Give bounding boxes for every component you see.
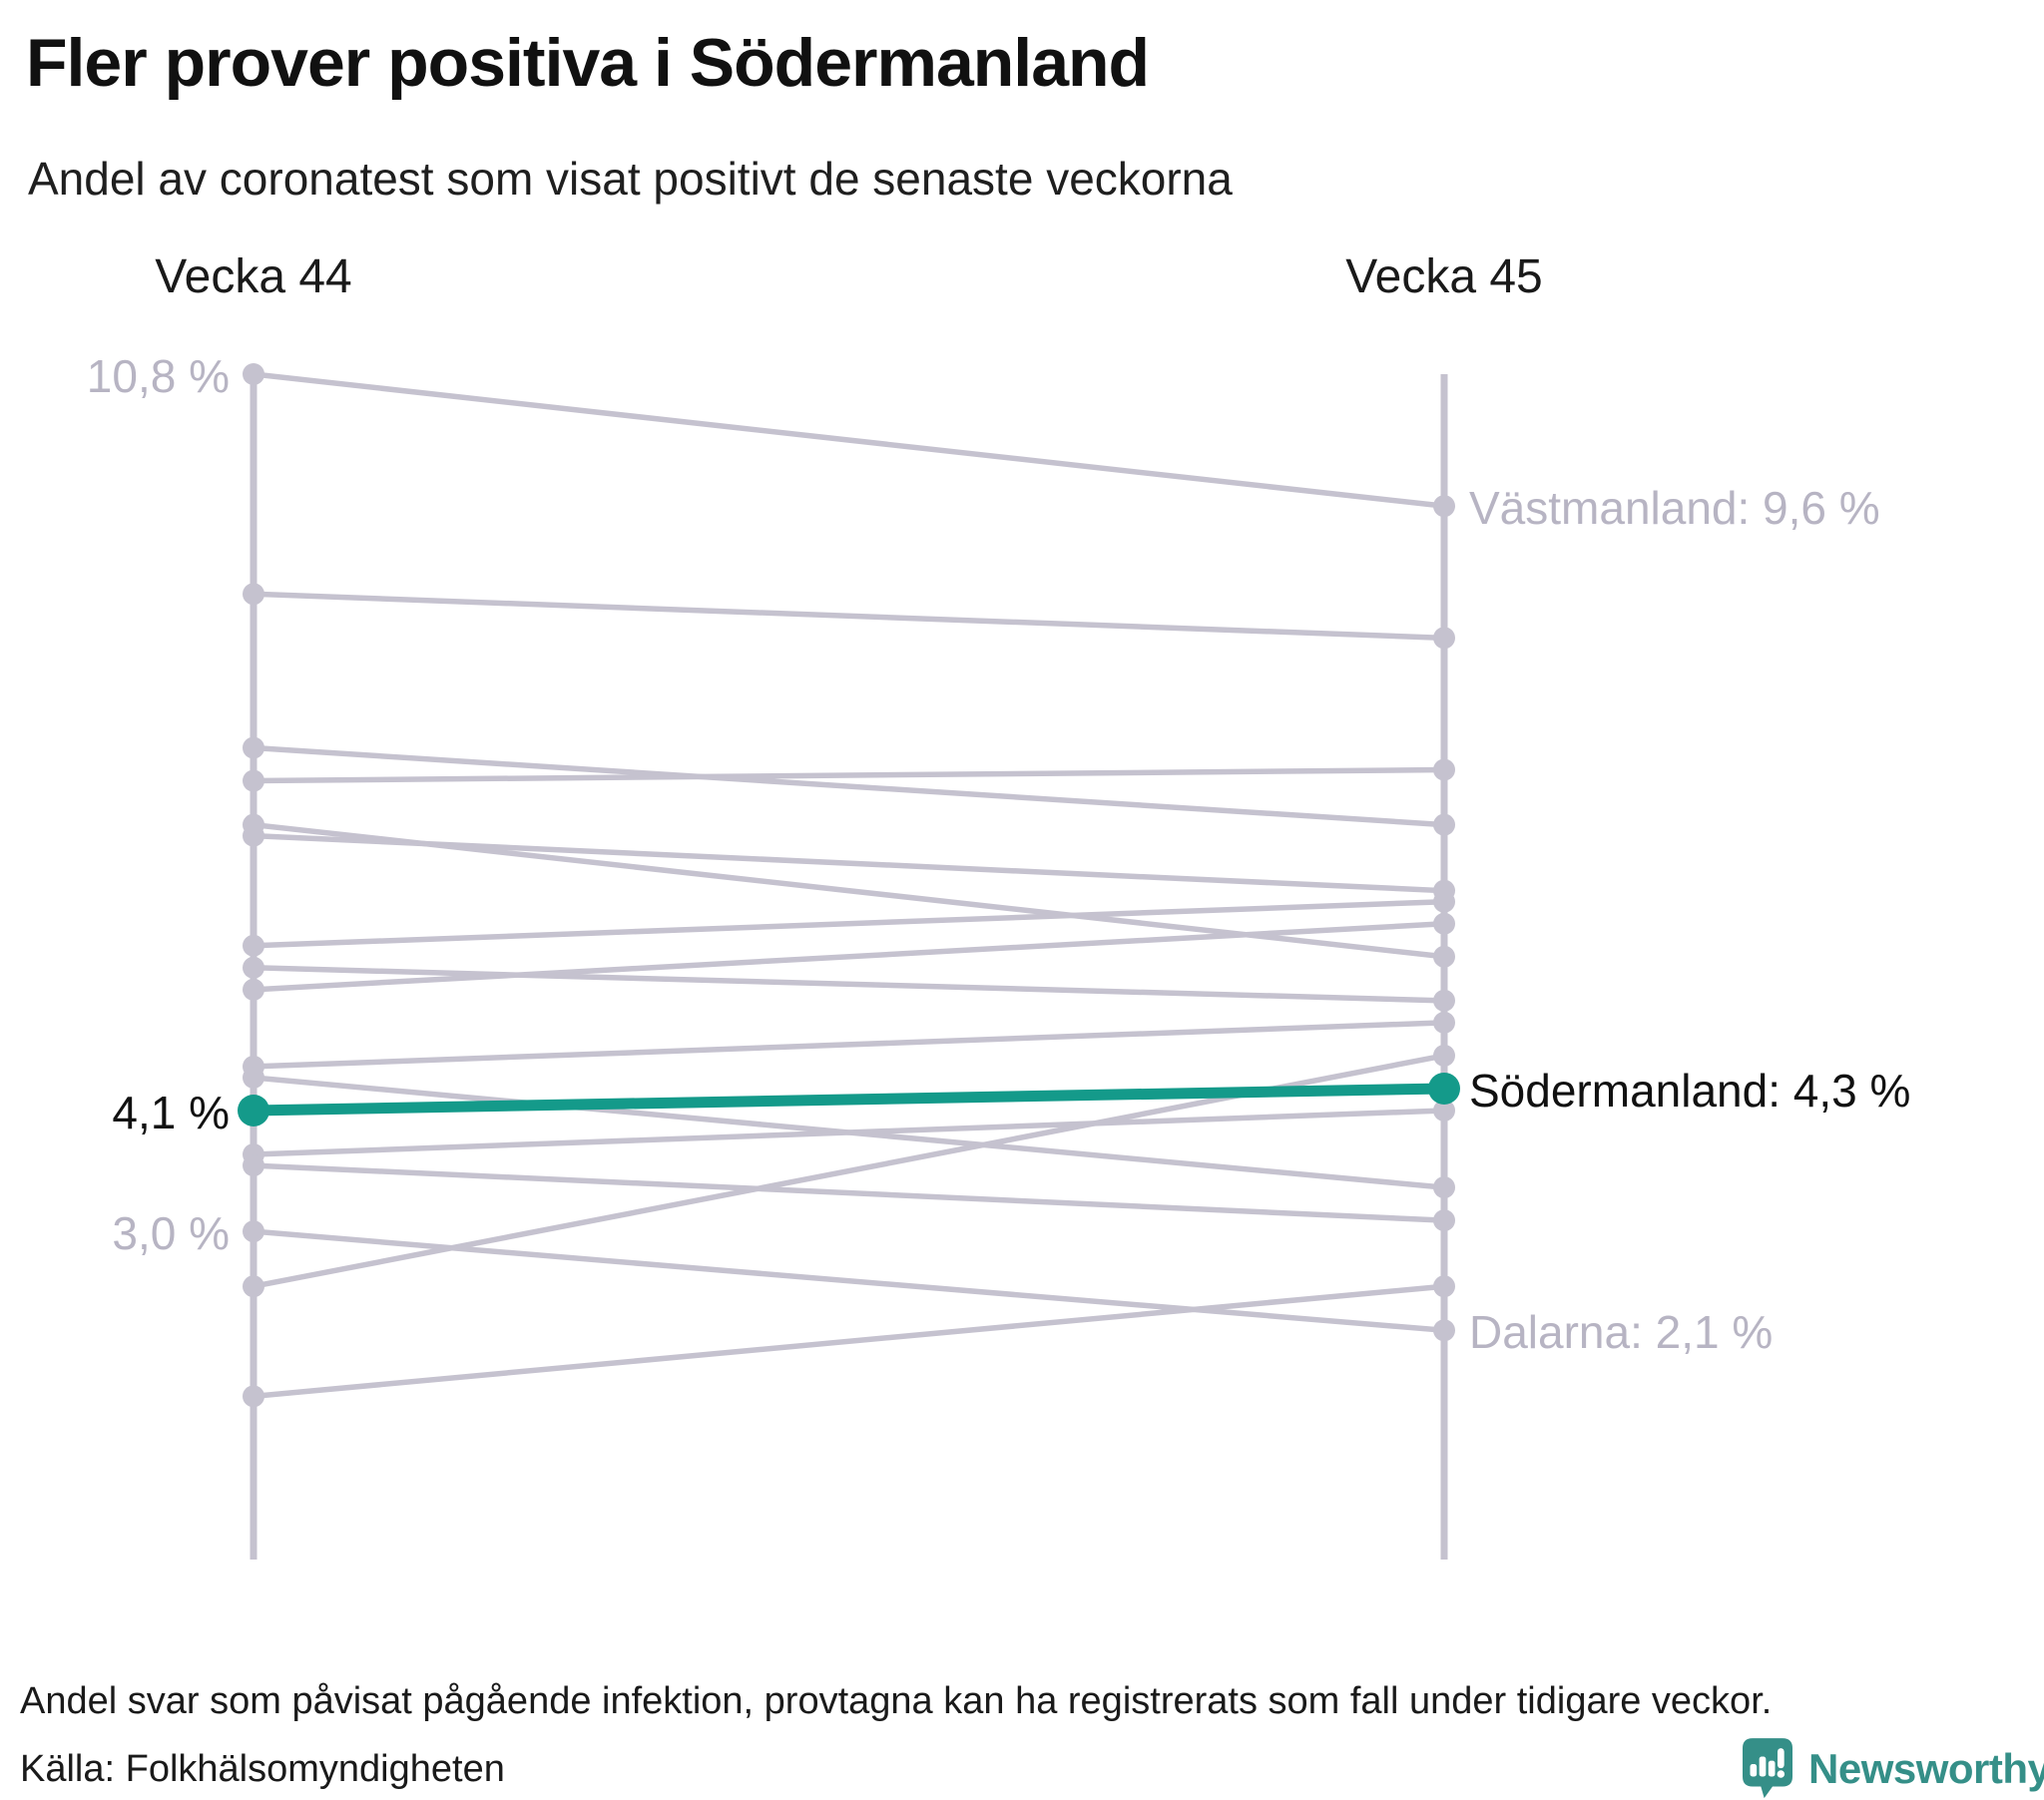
column-header-week44: Vecka 44 [155, 250, 352, 303]
page-subtitle: Andel av coronatest som visat positivt d… [28, 153, 1233, 205]
newsworthy-logo: Newsworthy [1743, 1738, 2044, 1800]
right-region-label: Dalarna: 2,1 % [1469, 1306, 1774, 1359]
right-region-label: Södermanland: 4,3 % [1469, 1064, 1911, 1117]
left-axis-label: 4,1 % [112, 1086, 230, 1138]
page-title: Fler prover positiva i Södermanland [26, 25, 1150, 101]
chart-footnote: Andel svar som påvisat pågående infektio… [20, 1680, 1773, 1722]
brand-name: Newsworthy [1808, 1745, 2044, 1792]
left-axis-label: 3,0 % [112, 1207, 230, 1260]
right-region-label: Västmanland: 9,6 % [1469, 482, 1880, 535]
newsworthy-pin-icon [1743, 1738, 1792, 1799]
left-axis-label: 10,8 % [86, 349, 230, 402]
source-attribution: Källa: Folkhälsomyndigheten [20, 1748, 505, 1790]
column-header-week45: Vecka 45 [1345, 250, 1543, 303]
